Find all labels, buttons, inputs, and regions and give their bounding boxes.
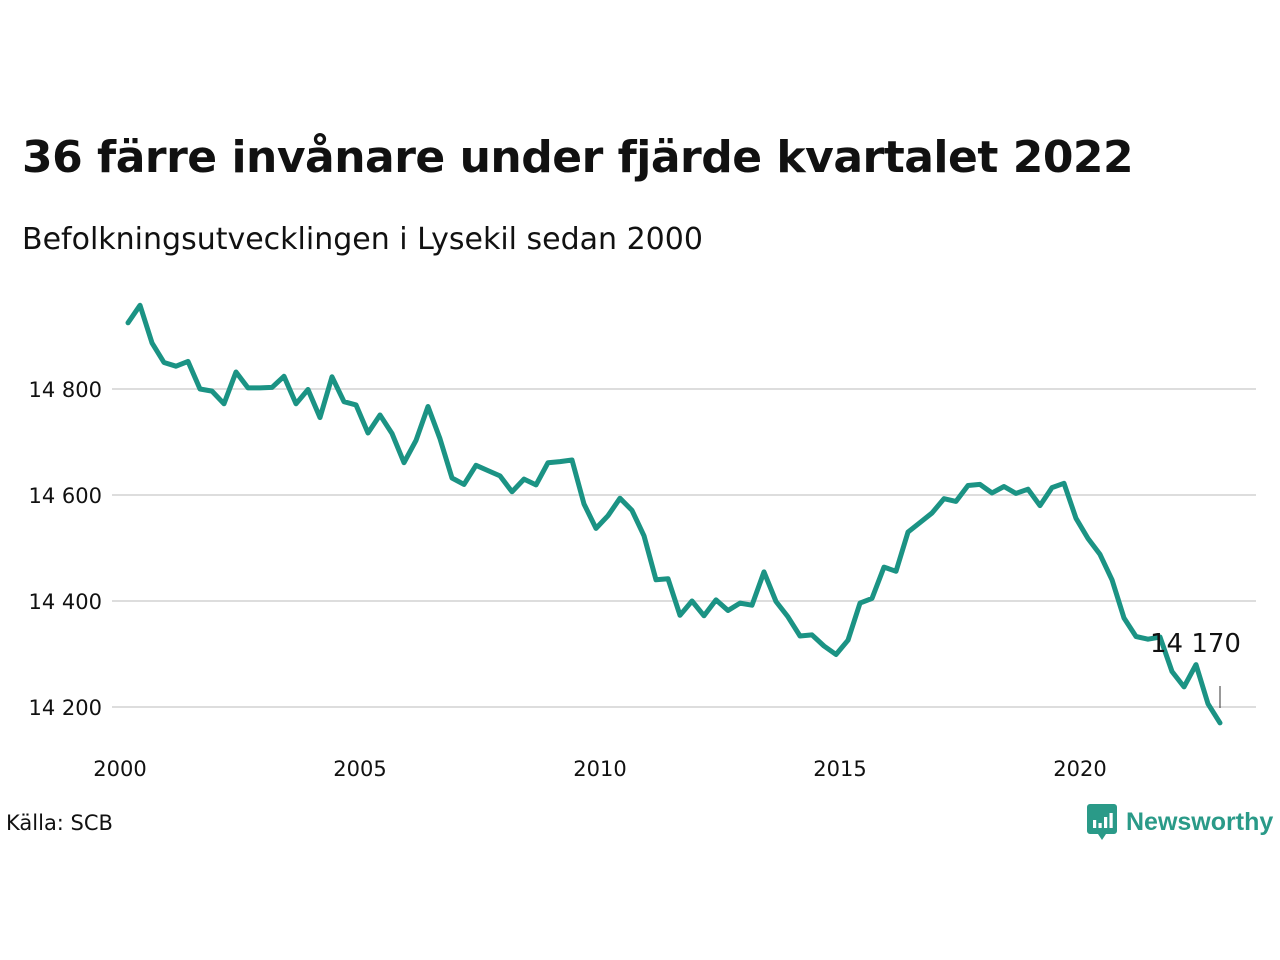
end-value-label: 14 170 [1150, 629, 1241, 659]
x-tick-label: 2000 [93, 757, 146, 781]
chart-title: 36 färre invånare under fjärde kvartalet… [22, 132, 1134, 183]
brand-logo: Newsworthy [1087, 803, 1273, 841]
x-tick-label: 2020 [1053, 757, 1106, 781]
newsworthy-logo-icon [1087, 804, 1117, 840]
x-tick-label: 2015 [813, 757, 866, 781]
source-note: Källa: SCB [6, 811, 113, 835]
brand-name: Newsworthy [1126, 807, 1274, 836]
x-tick-label: 2010 [573, 757, 626, 781]
y-tick-label: 14 400 [29, 590, 102, 614]
x-axis-ticks: 2000 2005 2010 2015 2020 [93, 757, 1106, 781]
chart-subtitle: Befolkningsutvecklingen i Lysekil sedan … [22, 222, 703, 257]
grid-lines [112, 388, 1256, 708]
series-layer [125, 302, 1223, 726]
y-tick-label: 14 200 [29, 696, 102, 720]
y-tick-label: 14 800 [29, 378, 102, 402]
series-line [125, 302, 1223, 726]
annotations: 14 170 [1150, 629, 1241, 708]
x-tick-label: 2005 [333, 757, 386, 781]
y-tick-label: 14 600 [29, 484, 102, 508]
y-axis-ticks: 14 200 14 400 14 600 14 800 [29, 378, 102, 720]
